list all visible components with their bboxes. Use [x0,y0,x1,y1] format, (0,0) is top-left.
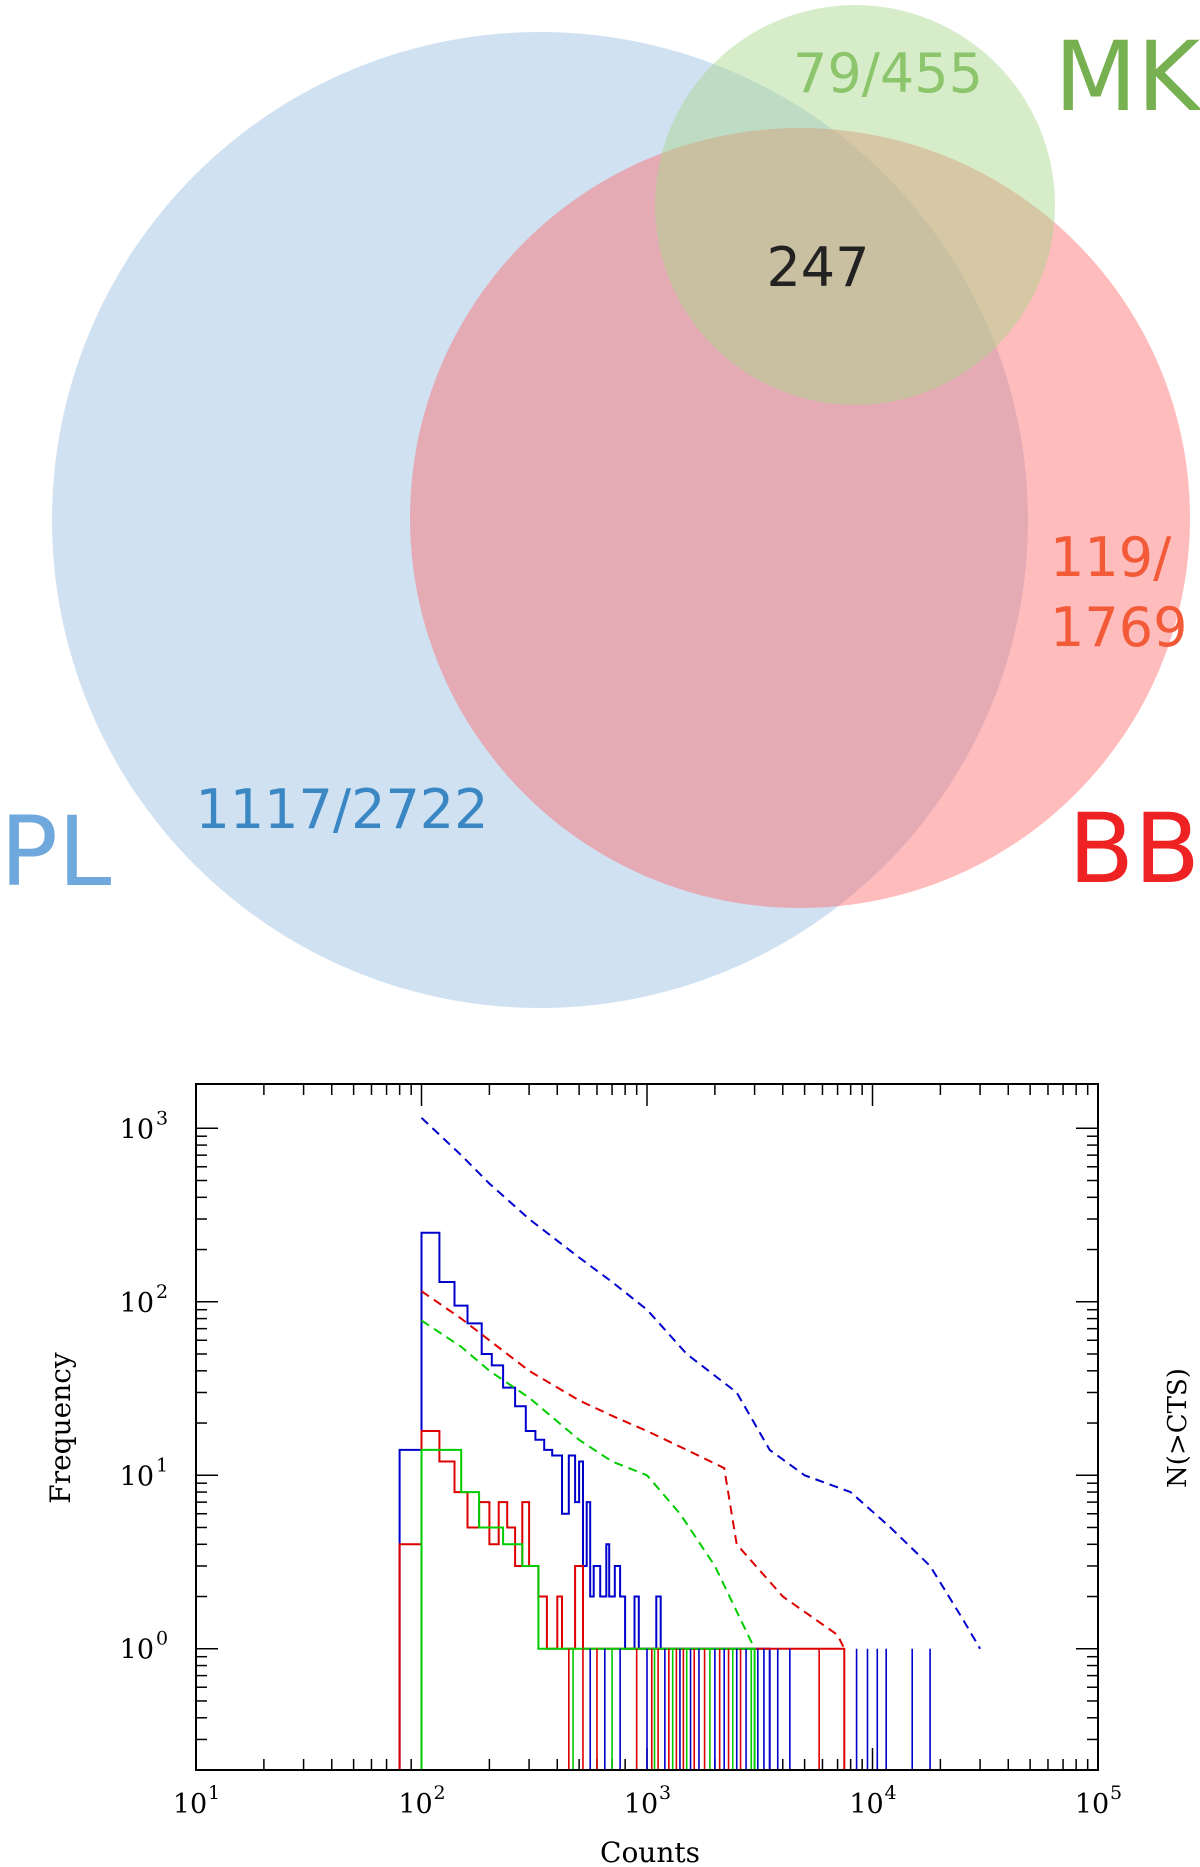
axis-ticks [195,1084,1098,1771]
y-tick-label: 10 [120,1461,154,1492]
venn-diagram: 79/455 247 119/ 1769 1117/2722 MK BB PL [0,5,1200,1008]
series-step-solid-0 [398,1231,771,1770]
plot-frame [195,1083,1099,1771]
venn-circle-mk [655,5,1055,405]
x-tick-label-exponent: 3 [659,1782,671,1804]
x-tick-label: 10 [624,1789,658,1820]
venn-count-pl: 1117/2722 [195,778,488,841]
x-tick-label: 10 [173,1789,207,1820]
x-tick-label-exponent: 2 [433,1782,445,1804]
y-tick-label: 10 [120,1635,154,1666]
venn-circle-bb [410,128,1190,908]
histogram-plot: 10 1 10 2 10 3 10 4 10 510 010 110 210 3 Counts Frequ… [44,1083,1193,1867]
plot-series [398,1117,981,1770]
x-tick-label: 10 [398,1789,432,1820]
venn-set-label-bb: BB [1068,793,1200,905]
y-tick-label: 10 [120,1288,154,1319]
x-tick-label: 10 [849,1789,883,1820]
tick-labels: 10 1 10 2 10 3 10 4 10 510 010 110 210 3 [120,1107,1122,1820]
x-tick-label-exponent: 5 [1110,1782,1122,1804]
venn-circle-pl [52,32,1028,1008]
x-tick-label-exponent: 1 [208,1782,220,1804]
y2-axis-label: N(>CTS) [1163,1368,1193,1488]
y-tick-label-exponent: 1 [156,1454,168,1476]
venn-count-mk: 79/455 [793,42,983,105]
y-tick-label-exponent: 2 [156,1281,168,1303]
series-cumulative-dashed-5 [420,1319,756,1650]
x-tick-label: 10 [1075,1789,1109,1820]
series-cumulative-dashed-3 [420,1117,981,1650]
venn-set-label-mk: MK [1054,21,1200,133]
x-axis-label: Counts [600,1836,700,1867]
y-tick-label-exponent: 3 [156,1107,168,1129]
y-tick-label-exponent: 0 [156,1628,168,1650]
venn-count-bb-line2: 1769 [1050,596,1187,659]
series-step-solid-1 [398,1430,846,1770]
x-tick-label-exponent: 4 [884,1782,896,1804]
series-cumulative-dashed-4 [420,1290,846,1650]
venn-count-bb-line1: 119/ [1050,526,1172,589]
y-tick-label: 10 [120,1114,154,1145]
venn-count-center: 247 [766,236,869,299]
series-step-solid-2 [420,1448,756,1770]
y-axis-label: Frequency [44,1352,77,1504]
venn-set-label-pl: PL [0,796,111,908]
